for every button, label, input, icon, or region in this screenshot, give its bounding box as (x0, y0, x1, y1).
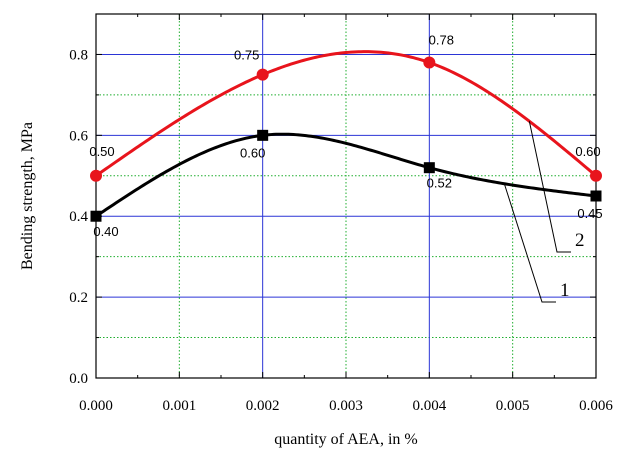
series-2-line (95, 50, 597, 178)
series-callouts: 12 (503, 121, 585, 303)
series-markers (90, 56, 602, 222)
y-tick-label: 0.8 (69, 47, 88, 63)
axis-ticks: 0.0 0.2 0.4 0.6 0.8 0.000 0.001 0.002 0.003 0.004… (69, 13, 613, 414)
grid-lines (96, 14, 596, 378)
x-tick-label: 0.005 (496, 398, 530, 414)
series-1-data-label: 0.52 (427, 176, 452, 191)
series-1-data-label: 0.60 (240, 145, 265, 160)
series-2-point (256, 68, 269, 81)
series-1-point (423, 162, 435, 174)
x-axis-title: quantity of AEA, in % (274, 431, 418, 448)
series-2-point (90, 169, 102, 182)
series-2-data-label: 0.78 (429, 33, 454, 48)
x-tick-label: 0.000 (79, 398, 113, 414)
x-tick-label: 0.004 (412, 398, 446, 414)
series-1-callout-line (503, 183, 556, 303)
series-1-point (90, 210, 102, 222)
y-tick-label: 0.2 (69, 290, 88, 306)
series-2-data-label: 0.50 (89, 144, 114, 159)
data-labels: 0.40 0.60 0.52 0.45 0.50 0.75 0.78 0.60 (89, 33, 602, 240)
series-1-callout-label: 1 (560, 280, 570, 301)
y-tick-label: 0.4 (69, 209, 88, 225)
series-2-callout-line (528, 121, 571, 253)
y-axis-title: Bending strength, MPa (19, 122, 36, 270)
series-curves (95, 50, 597, 218)
series-2-data-label: 0.60 (575, 144, 600, 159)
series-2-point (423, 56, 436, 69)
series-1-data-label: 0.40 (93, 224, 118, 239)
series-2-data-label: 0.75 (234, 48, 259, 63)
series-2-point (590, 169, 602, 182)
series-1-point (257, 129, 269, 141)
series-2-callout-label: 2 (575, 230, 585, 251)
series-1-line (95, 132, 597, 218)
x-tick-label: 0.006 (579, 398, 613, 414)
x-tick-label: 0.003 (329, 398, 363, 414)
y-tick-label: 0.6 (69, 128, 88, 144)
series-1-data-label: 0.45 (577, 206, 602, 221)
x-tick-label: 0.001 (162, 398, 196, 414)
x-tick-label: 0.002 (246, 398, 280, 414)
series-1-point (590, 190, 602, 202)
y-tick-label: 0.0 (69, 371, 88, 387)
